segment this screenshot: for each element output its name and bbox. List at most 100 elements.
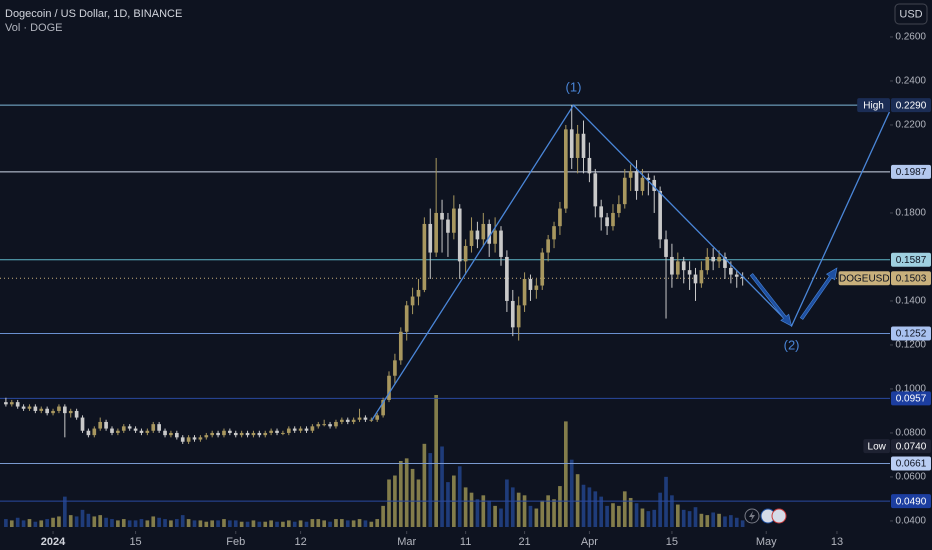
y-tick-label: 0.2400	[895, 76, 926, 87]
volume-bar	[304, 521, 309, 527]
candle-body	[328, 424, 332, 427]
wave-label: (1)	[566, 80, 582, 95]
candle-body	[186, 437, 191, 442]
volume-bar	[51, 517, 55, 527]
volume-bar	[233, 520, 238, 527]
candle-body	[157, 424, 161, 431]
candle-body	[729, 267, 733, 275]
candle-body	[510, 300, 515, 328]
volume-bar	[729, 515, 733, 527]
candle-body	[528, 278, 533, 290]
volume-bar	[116, 520, 120, 527]
volume-bar	[369, 521, 374, 527]
candle-body	[98, 421, 103, 429]
candle-body	[269, 430, 273, 433]
volume-bar	[469, 492, 474, 527]
volume-bar	[328, 521, 332, 527]
volume-bar	[334, 519, 338, 527]
volume-bar	[269, 520, 273, 527]
candle-body	[398, 331, 403, 361]
candle-body	[658, 190, 662, 240]
volume-bar	[717, 513, 721, 527]
candle-body	[104, 421, 108, 429]
volume-bar	[316, 519, 321, 527]
icon[interactable]	[771, 508, 787, 524]
volume-bar	[487, 500, 492, 527]
x-tick-label: 13	[831, 536, 843, 548]
volume-bar	[587, 487, 592, 527]
candle-body	[363, 417, 368, 420]
price-label-box	[891, 391, 931, 406]
volume-bar	[27, 519, 32, 527]
volume-bar	[493, 505, 497, 527]
volume-bar	[163, 519, 167, 527]
candle-body	[457, 208, 462, 262]
drawings-layer: (1) (2)	[371, 80, 891, 421]
volume-bar	[640, 508, 645, 527]
currency-label[interactable]: USD	[899, 8, 922, 20]
volume-bar	[121, 519, 126, 527]
candle-body	[4, 402, 8, 405]
candle-body	[110, 428, 114, 433]
price-tag-box	[838, 271, 890, 286]
volume-bar	[593, 491, 598, 527]
volume-bar	[628, 497, 633, 527]
volume-bar	[281, 521, 285, 527]
price-label: 0.1987	[896, 167, 927, 178]
candle-body	[127, 426, 132, 429]
volume-bar	[481, 495, 486, 527]
candle-body	[263, 432, 268, 436]
volume-bar	[499, 508, 503, 527]
volume-bar	[693, 507, 698, 527]
volume-bar	[322, 520, 326, 527]
candle-body	[51, 410, 55, 414]
candle-body	[699, 270, 704, 284]
volume-bar	[57, 516, 61, 527]
candle-body	[640, 177, 645, 191]
candle-body	[446, 219, 450, 233]
candle-body	[133, 428, 138, 431]
price-label: 0.0957	[896, 394, 927, 405]
volume-bar	[381, 505, 385, 527]
bottom-icons	[744, 508, 787, 524]
candles-layer	[4, 105, 745, 444]
volume-bar	[675, 504, 680, 527]
candle-body	[675, 261, 680, 275]
price-tag-box	[863, 439, 890, 454]
candle-body	[57, 406, 61, 411]
x-tick-label: May	[756, 536, 777, 548]
y-tick-label: 0.0600	[895, 472, 926, 483]
candle-body	[646, 177, 651, 180]
volume-bar	[192, 520, 197, 527]
volume-bar	[74, 516, 79, 527]
volume-bar	[681, 509, 686, 527]
candle-body	[375, 415, 380, 420]
price-label: 0.0740	[896, 441, 927, 452]
candle-body	[204, 435, 209, 438]
candle-body	[564, 129, 568, 209]
candle-body	[670, 256, 674, 275]
volume-bar	[15, 517, 20, 527]
candle-body	[298, 428, 303, 431]
candle-body	[74, 410, 79, 418]
icon[interactable]	[744, 508, 760, 524]
x-tick-label: Apr	[581, 536, 598, 548]
candle-body	[617, 204, 621, 213]
volume-bar	[63, 496, 67, 527]
volume-bar	[228, 520, 232, 527]
volume-bar	[239, 521, 244, 527]
candle-body	[652, 179, 657, 191]
candle-body	[628, 171, 633, 178]
x-tick-label: 11	[460, 536, 471, 548]
volume-bar	[21, 520, 26, 527]
volume-bar	[4, 519, 8, 527]
candle-body	[145, 430, 150, 433]
volume-bar	[740, 520, 745, 527]
volume-bar	[552, 499, 556, 527]
volume-bar	[505, 479, 509, 527]
volume-bar	[39, 520, 44, 527]
currency-button[interactable]	[894, 3, 928, 25]
price-label-box	[891, 456, 931, 471]
price-label: 0.0661	[896, 459, 927, 470]
volume-bar	[605, 505, 609, 527]
